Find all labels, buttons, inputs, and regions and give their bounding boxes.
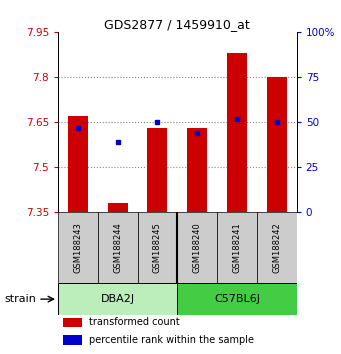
Text: GSM188240: GSM188240 [193,222,202,273]
Bar [58,283,177,315]
Bar [137,212,177,283]
Bar [63,318,82,327]
Bar [177,212,217,283]
Bar [187,128,207,212]
Bar [148,128,167,212]
Text: GSM188241: GSM188241 [233,222,241,273]
Bar [227,53,247,212]
Text: GSM188243: GSM188243 [73,222,83,273]
Bar [257,212,297,283]
Bar [58,212,98,283]
Bar [68,116,88,212]
Bar [177,283,297,315]
Bar [108,204,128,212]
Bar [63,335,82,345]
Text: strain: strain [4,294,36,304]
Text: GSM188242: GSM188242 [272,222,281,273]
Text: percentile rank within the sample: percentile rank within the sample [89,335,254,345]
Title: GDS2877 / 1459910_at: GDS2877 / 1459910_at [104,18,250,31]
Text: transformed count: transformed count [89,318,180,327]
Text: GSM188244: GSM188244 [113,222,122,273]
Text: DBA2J: DBA2J [101,294,135,304]
Bar [217,212,257,283]
Bar [98,212,137,283]
Bar [267,77,287,212]
Text: GSM188245: GSM188245 [153,222,162,273]
Text: C57BL6J: C57BL6J [214,294,260,304]
